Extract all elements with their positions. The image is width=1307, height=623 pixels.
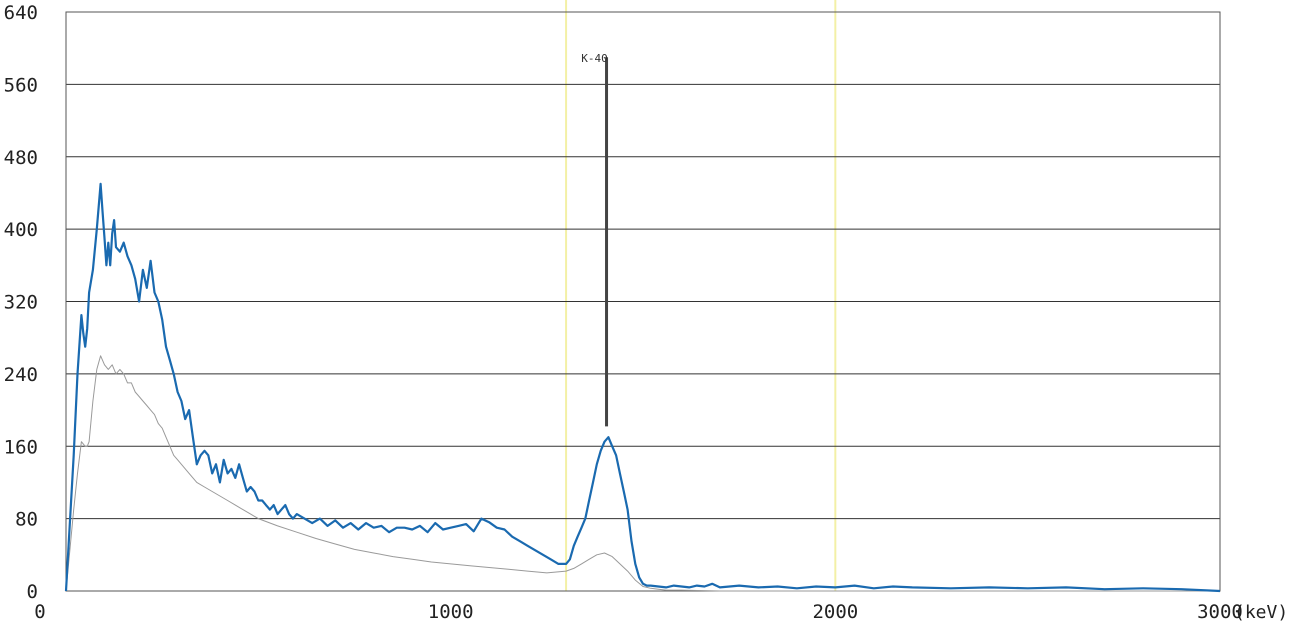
y-axis-ticks: 0 80 160 240 320 400 480 560 640 <box>4 2 38 603</box>
x-tick-label-3000: 3000 <box>1197 601 1243 623</box>
y-tick-label-160: 160 <box>4 436 38 458</box>
annotation-label: K-40 <box>581 52 608 65</box>
plot-area-frame <box>65 11 1221 592</box>
x-tick-label-0: 0 <box>34 601 45 623</box>
y-tick-label-0: 0 <box>27 581 38 603</box>
series-lines <box>64 182 1221 593</box>
x-axis-unit-label: (keV) <box>1234 602 1288 623</box>
y-tick-label-400: 400 <box>4 219 38 241</box>
y-tick-label-560: 560 <box>4 74 38 96</box>
y-tick-label-480: 480 <box>4 147 38 169</box>
y-tick-label-640: 640 <box>4 2 38 24</box>
series-background-line <box>65 355 1220 592</box>
y-tick-label-240: 240 <box>4 364 38 386</box>
y-tick-label-80: 80 <box>15 509 38 531</box>
highlight-lines <box>565 0 837 591</box>
series-sample-line <box>64 182 1221 593</box>
x-axis-ticks: 0 1000 2000 3000 <box>34 601 1243 623</box>
y-tick-label-320: 320 <box>4 292 38 314</box>
x-tick-label-2000: 2000 <box>812 601 858 623</box>
annotations: K-40 <box>581 52 609 427</box>
x-tick-label-1000: 1000 <box>428 601 474 623</box>
